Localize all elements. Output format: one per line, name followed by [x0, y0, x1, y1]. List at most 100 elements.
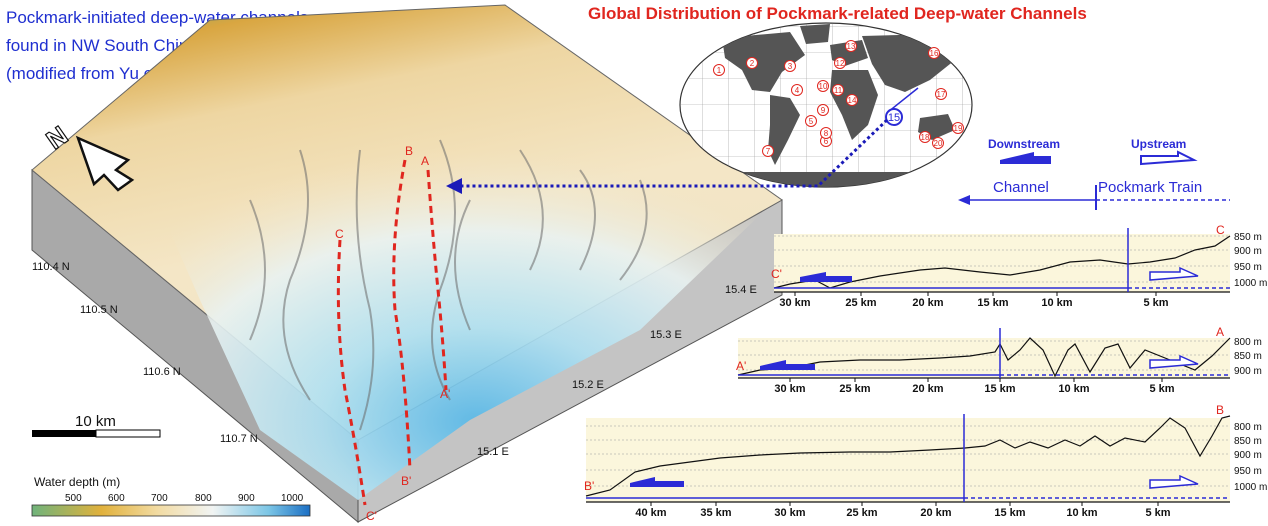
- site-marker: [817, 104, 829, 116]
- site-number: 13: [847, 42, 856, 51]
- site-marker: [932, 137, 944, 149]
- profile-a-curve: [737, 337, 1231, 378]
- depth-colorbar: [31, 504, 311, 517]
- profile-depth-tick: 900 m: [1234, 366, 1262, 377]
- profile-mark-a: A: [421, 154, 429, 168]
- profile-distance-tick: 30 km: [779, 297, 810, 309]
- site-number: 11: [834, 86, 843, 95]
- site-number: 12: [836, 59, 845, 68]
- site-number: 10: [819, 82, 828, 91]
- channel-label: Channel: [993, 179, 1049, 196]
- site-number: 1: [717, 66, 722, 75]
- profile-distance-tick: 15 km: [994, 507, 1025, 519]
- profile-distance-tick: 30 km: [774, 507, 805, 519]
- profile-distance-tick: 25 km: [839, 383, 870, 395]
- profile-track-a: [426, 169, 448, 391]
- profile-distance-tick: 5 km: [1143, 297, 1168, 309]
- continent-greenland: [800, 24, 830, 44]
- depth-legend-tick: 500: [65, 493, 82, 504]
- site-number: 17: [937, 90, 946, 99]
- profile-mark-a-prime: A': [440, 387, 450, 401]
- depth-legend-tick: 600: [108, 493, 125, 504]
- lat-label: 110.5 N: [80, 304, 118, 316]
- profile-depth-tick: 950 m: [1234, 466, 1262, 477]
- profile-distance-tick: 10 km: [1058, 383, 1089, 395]
- site-marker: [817, 80, 829, 92]
- site-marker: [713, 64, 725, 76]
- scale-bar: 10 km: [32, 413, 161, 438]
- profile-depth-tick: 850 m: [1234, 232, 1262, 243]
- profile-depth-tick: 900 m: [1234, 450, 1262, 461]
- site-number: 20: [934, 139, 943, 148]
- profile-depth-tick: 800 m: [1234, 337, 1262, 348]
- site-number: 3: [788, 62, 793, 71]
- site-marker: [935, 88, 947, 100]
- profile-c-end: C': [771, 267, 782, 281]
- scale-bar-label: 10 km: [75, 413, 116, 430]
- lon-label: 15.4 E: [725, 284, 757, 296]
- site-number: 16: [930, 49, 939, 58]
- site-marker: [952, 122, 964, 134]
- lon-label: 15.3 E: [650, 329, 682, 341]
- site-marker: [820, 127, 832, 139]
- profile-distance-tick: 25 km: [846, 507, 877, 519]
- site-number: 14: [848, 96, 857, 105]
- site-marker: [846, 94, 858, 106]
- site-number: 8: [824, 129, 829, 138]
- site-marker: [762, 145, 774, 157]
- profile-depth-tick: 800 m: [1234, 422, 1262, 433]
- site-number: 4: [795, 86, 800, 95]
- profile-mark-b: B: [405, 144, 413, 158]
- profile-distance-tick: 30 km: [774, 383, 805, 395]
- depth-legend-tick: 800: [195, 493, 212, 504]
- depth-legend-title: Water depth (m): [34, 475, 120, 489]
- profile-depth-tick: 850 m: [1234, 351, 1262, 362]
- continent-south-america: [768, 95, 800, 165]
- depth-legend-tick: 700: [151, 493, 168, 504]
- site-marker: [805, 115, 817, 127]
- site-marker: [845, 40, 857, 52]
- site-number: 19: [954, 124, 963, 133]
- bathymetry-block: B A C A' B' C' 110.4 N 110.5 N 110.6 N 1…: [31, 4, 783, 524]
- site-marker: [791, 84, 803, 96]
- profile-distance-tick: 40 km: [635, 507, 666, 519]
- site-number: 6: [824, 137, 829, 146]
- profile-a-end: A': [736, 359, 746, 373]
- site-marker: [834, 57, 846, 69]
- profile-depth-tick: 900 m: [1234, 246, 1262, 257]
- profile-distance-tick: 10 km: [1041, 297, 1072, 309]
- profile-mark-c: C: [335, 227, 344, 241]
- pockmark-train-label: Pockmark Train: [1098, 179, 1202, 196]
- terrain-shading: [249, 139, 648, 431]
- profile-distance-tick: 5 km: [1145, 507, 1170, 519]
- profile-b-start: B: [1216, 403, 1224, 417]
- lon-label: 15.2 E: [572, 379, 604, 391]
- downstream-label: Downstream: [988, 137, 1060, 151]
- site-marker: [928, 47, 940, 59]
- site-number: 18: [921, 133, 930, 142]
- flow-legend: Downstream Upstream Channel Pockmark Tra…: [958, 137, 1230, 210]
- profile-distance-tick: 5 km: [1149, 383, 1174, 395]
- site-number: 5: [809, 117, 814, 126]
- profile-tracks: [336, 159, 448, 506]
- site-marker: [919, 131, 931, 143]
- profile-distance-tick: 20 km: [920, 507, 951, 519]
- profile-mark-c-prime: C': [366, 509, 377, 523]
- site-number: 9: [821, 106, 826, 115]
- downstream-arrow-icon: [1000, 152, 1051, 164]
- profile-b-curve: [585, 415, 1231, 497]
- profile-a: A A' 800 m 850 m 900 m 30 km 25 km 20 km 15 k…: [736, 325, 1262, 395]
- depth-legend-tick: 900: [238, 493, 255, 504]
- lat-label: 110.6 N: [143, 366, 181, 378]
- profile-a-start: A: [1216, 325, 1224, 339]
- depth-legend: Water depth (m) 500 600 700 800 900 1000: [31, 475, 311, 517]
- lat-label: 110.4 N: [32, 261, 70, 273]
- profile-b-end: B': [584, 479, 594, 493]
- right-title: Global Distribution of Pockmark-related …: [588, 4, 1087, 23]
- profile-distance-tick: 10 km: [1066, 507, 1097, 519]
- profile-distance-tick: 20 km: [912, 297, 943, 309]
- profile-distance-tick: 15 km: [977, 297, 1008, 309]
- continent-north-america: [722, 32, 805, 92]
- profile-depth-tick: 1000 m: [1234, 278, 1267, 289]
